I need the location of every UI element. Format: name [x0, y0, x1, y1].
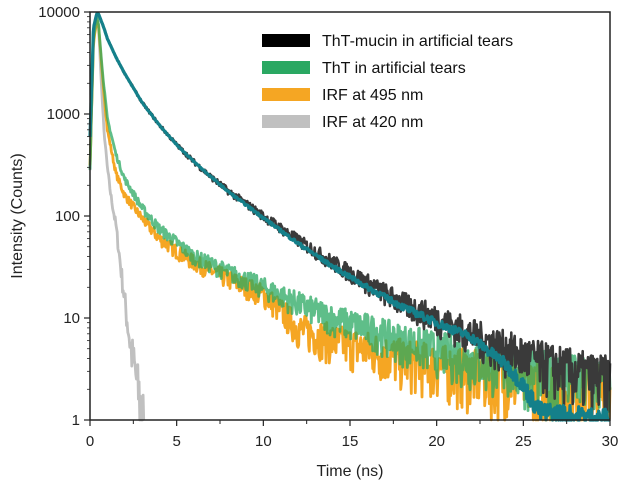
- series-line-0: [88, 15, 146, 422]
- legend-swatch: [262, 61, 310, 74]
- series-line-4: [88, 11, 611, 422]
- y-tick-label: 1000: [47, 106, 80, 123]
- legend-label: IRF at 420 nm: [322, 114, 423, 131]
- x-tick-label: 30: [602, 433, 619, 450]
- x-tick-label: 15: [342, 433, 359, 450]
- y-ticks: 1 10 100 1000 10000: [38, 4, 90, 429]
- y-tick-label: 10000: [38, 4, 80, 21]
- legend-swatch: [262, 115, 310, 128]
- legend-swatch: [262, 34, 310, 47]
- x-axis-title: Time (ns): [317, 463, 384, 480]
- x-tick-label: 25: [515, 433, 532, 450]
- x-tick-label: 10: [255, 433, 272, 450]
- legend-label: ThT-mucin in artificial tears: [322, 33, 513, 50]
- y-tick-label: 100: [55, 208, 80, 225]
- x-tick-label: 5: [172, 433, 180, 450]
- y-tick-label: 10: [63, 310, 80, 327]
- x-tick-label: 0: [86, 433, 94, 450]
- legend-label: IRF at 495 nm: [322, 87, 423, 104]
- y-tick-label: 1: [72, 412, 80, 429]
- legend-swatch: [262, 88, 310, 101]
- legend: ThT-mucin in artificial tears ThT in arti…: [262, 33, 513, 131]
- y-axis-title: Intensity (Counts): [9, 153, 26, 278]
- series-layer: [88, 11, 612, 422]
- x-tick-label: 20: [428, 433, 445, 450]
- x-ticks: 0 5 10 15 20 25 30: [86, 420, 619, 450]
- legend-label: ThT in artificial tears: [322, 60, 466, 77]
